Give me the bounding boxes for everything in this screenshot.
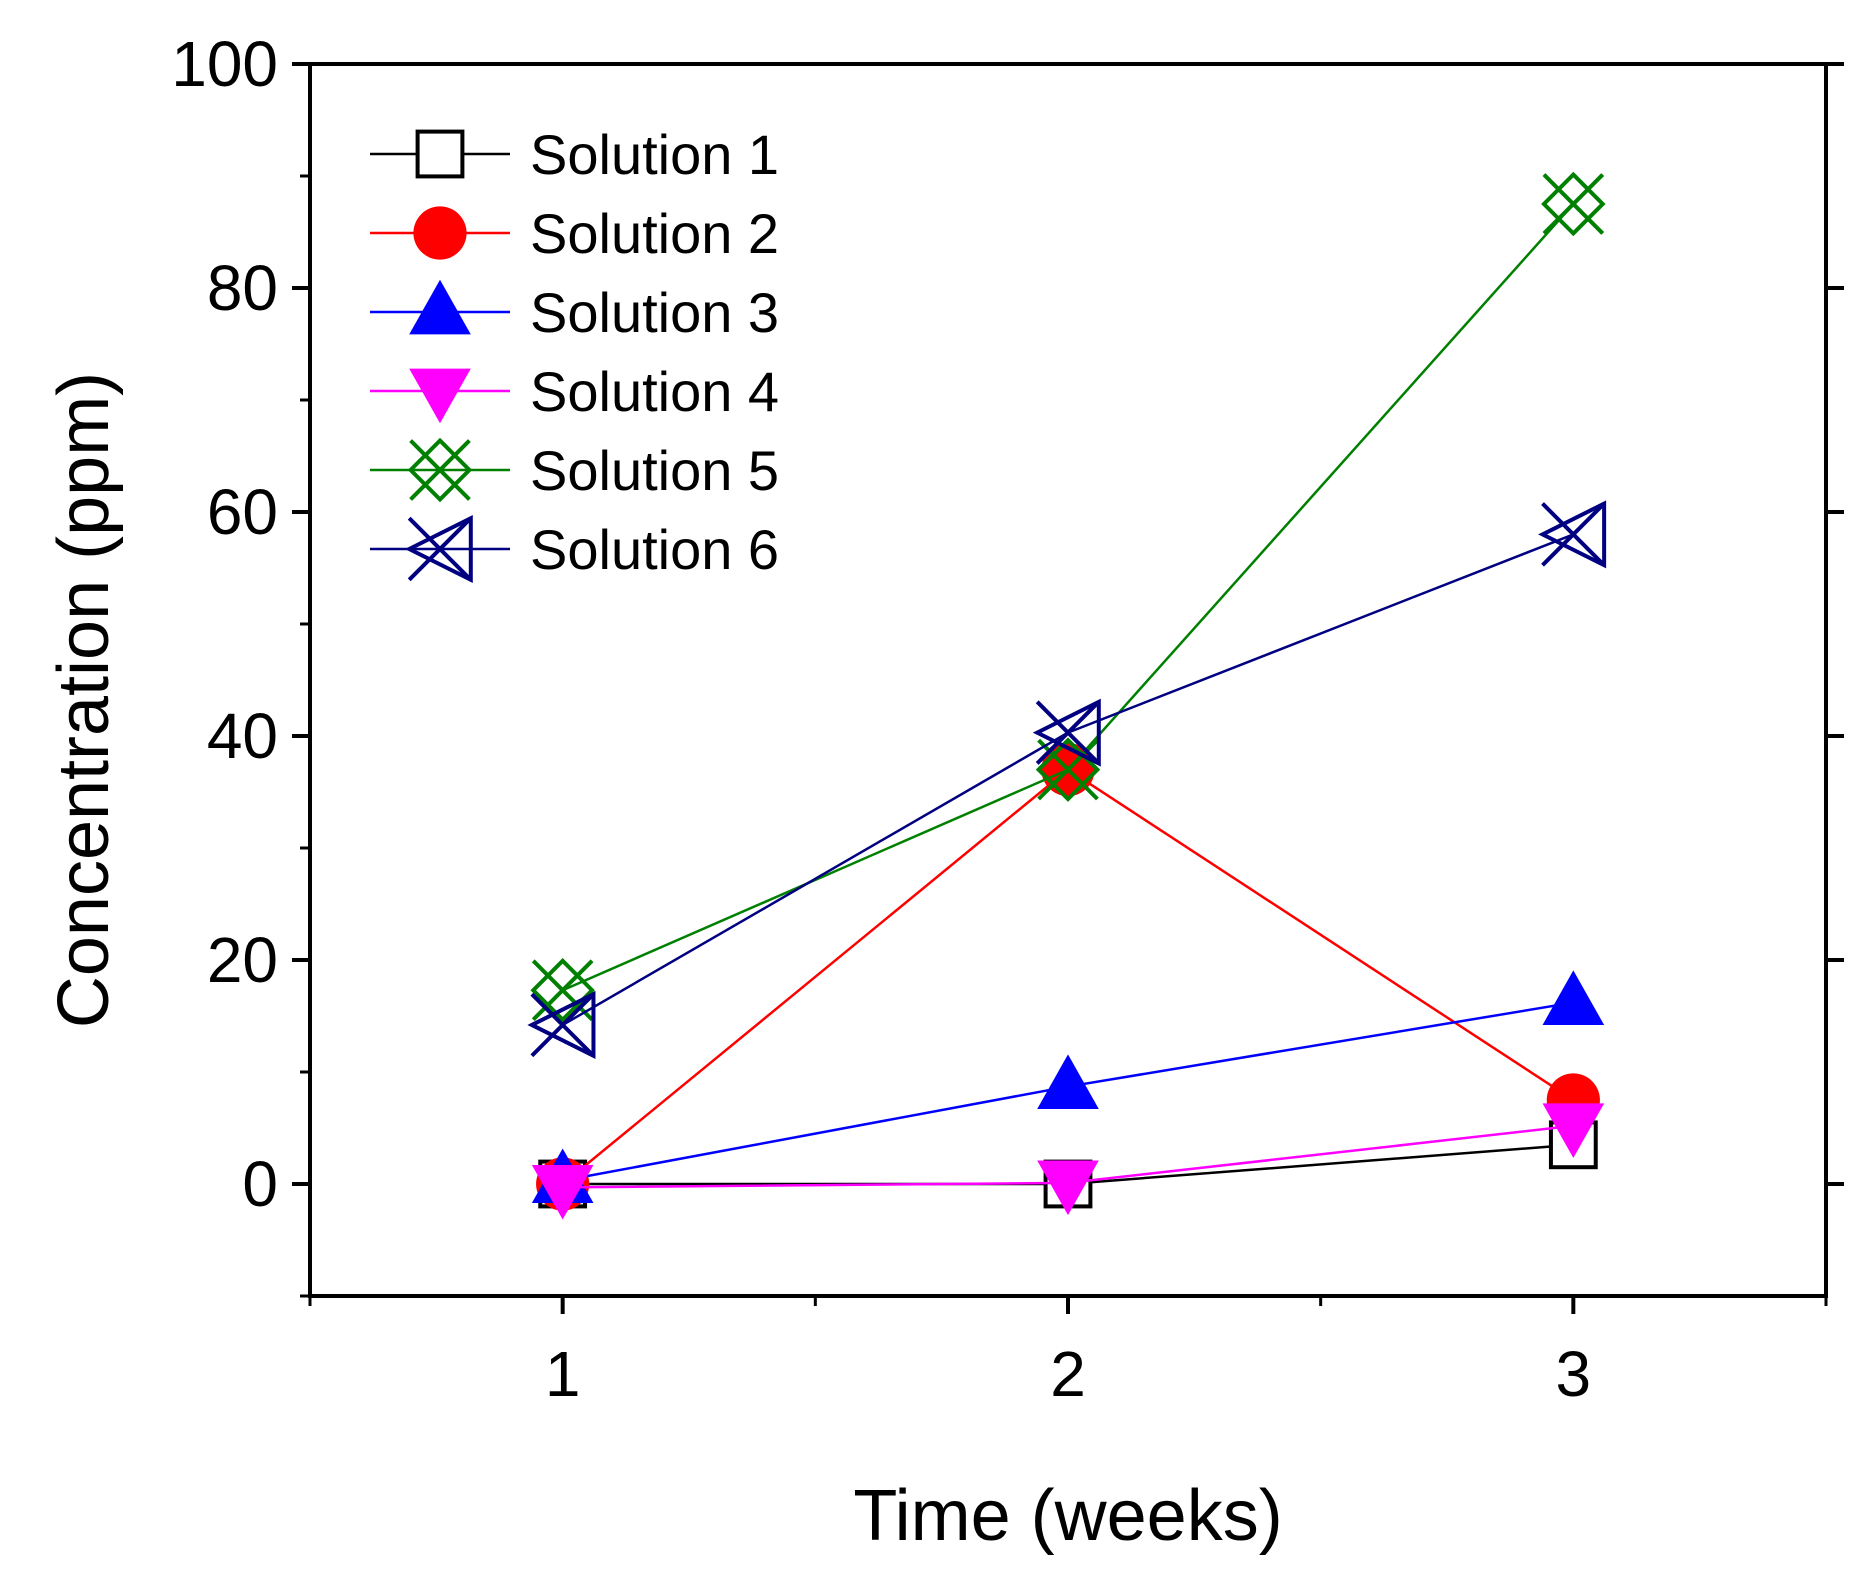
legend-item-6: Solution 6 [370, 514, 779, 584]
series-5-point-3 [1541, 171, 1606, 237]
legend-item-4: Solution 4 [370, 360, 779, 424]
legend-marker [407, 437, 473, 503]
legend-label: Solution 5 [530, 439, 779, 502]
series-3-point-2 [1037, 1054, 1099, 1109]
legend-item-1: Solution 1 [370, 123, 779, 186]
series-5-point-1 [530, 958, 595, 1023]
x-tick-label: 1 [545, 1338, 581, 1410]
series-3-point-3 [1542, 970, 1605, 1025]
series-4-point-3 [1542, 1103, 1605, 1158]
legend-marker-cross-b [407, 516, 473, 582]
legend: Solution 1 Solution 2 Solution 3 Solution 4… [370, 123, 779, 584]
series-4 [531, 1103, 1605, 1220]
legend-label: Solution 3 [530, 281, 779, 344]
legend-item-2: Solution 2 [370, 202, 779, 265]
y-tick-label: 20 [207, 924, 278, 996]
series-4-point-1 [531, 1164, 594, 1220]
series-6-point-3-cross-b [1541, 502, 1606, 567]
y-tick-label: 0 [242, 1148, 278, 1220]
series-4-point-2 [1037, 1160, 1099, 1216]
legend-marker [413, 206, 467, 260]
x-tick-label: 2 [1050, 1338, 1086, 1410]
series-5-point-3-cross-b [1542, 173, 1605, 235]
series-5-point-1-cross-b [531, 959, 594, 1022]
series-6-point-2-cross-b [1035, 700, 1101, 765]
legend-marker [415, 129, 465, 179]
x-tick-label: 3 [1556, 1338, 1592, 1410]
legend-label: Solution 2 [530, 202, 779, 265]
y-tick-label: 80 [207, 252, 278, 324]
legend-label: Solution 4 [530, 360, 779, 423]
x-axis-title: Time (weeks) [853, 1476, 1282, 1556]
y-tick-label: 40 [207, 700, 278, 772]
series-6-point-1 [527, 990, 596, 1059]
series-6 [527, 500, 1607, 1059]
series-layer [527, 171, 1607, 1220]
legend-item-3: Solution 3 [370, 279, 779, 344]
axes: 0 20 40 60 80 100 1 2 3 [171, 28, 1844, 1410]
y-tick-label: 60 [207, 476, 278, 548]
legend-marker-cross-b [409, 439, 471, 501]
legend-marker [404, 514, 473, 584]
series-6-point-2 [1032, 698, 1101, 767]
y-tick-label: 100 [171, 28, 278, 100]
series-2-line [561, 768, 1575, 1185]
legend-marker [409, 368, 471, 424]
legend-item-5: Solution 5 [370, 437, 779, 503]
y-axis-title: Concentration (ppm) [44, 372, 124, 1028]
legend-marker [409, 279, 471, 335]
series-6-point-1-cross-b [530, 992, 595, 1058]
series-6-point-3 [1538, 500, 1607, 569]
legend-label: Solution 1 [530, 123, 779, 186]
legend-label: Solution 6 [530, 518, 779, 581]
